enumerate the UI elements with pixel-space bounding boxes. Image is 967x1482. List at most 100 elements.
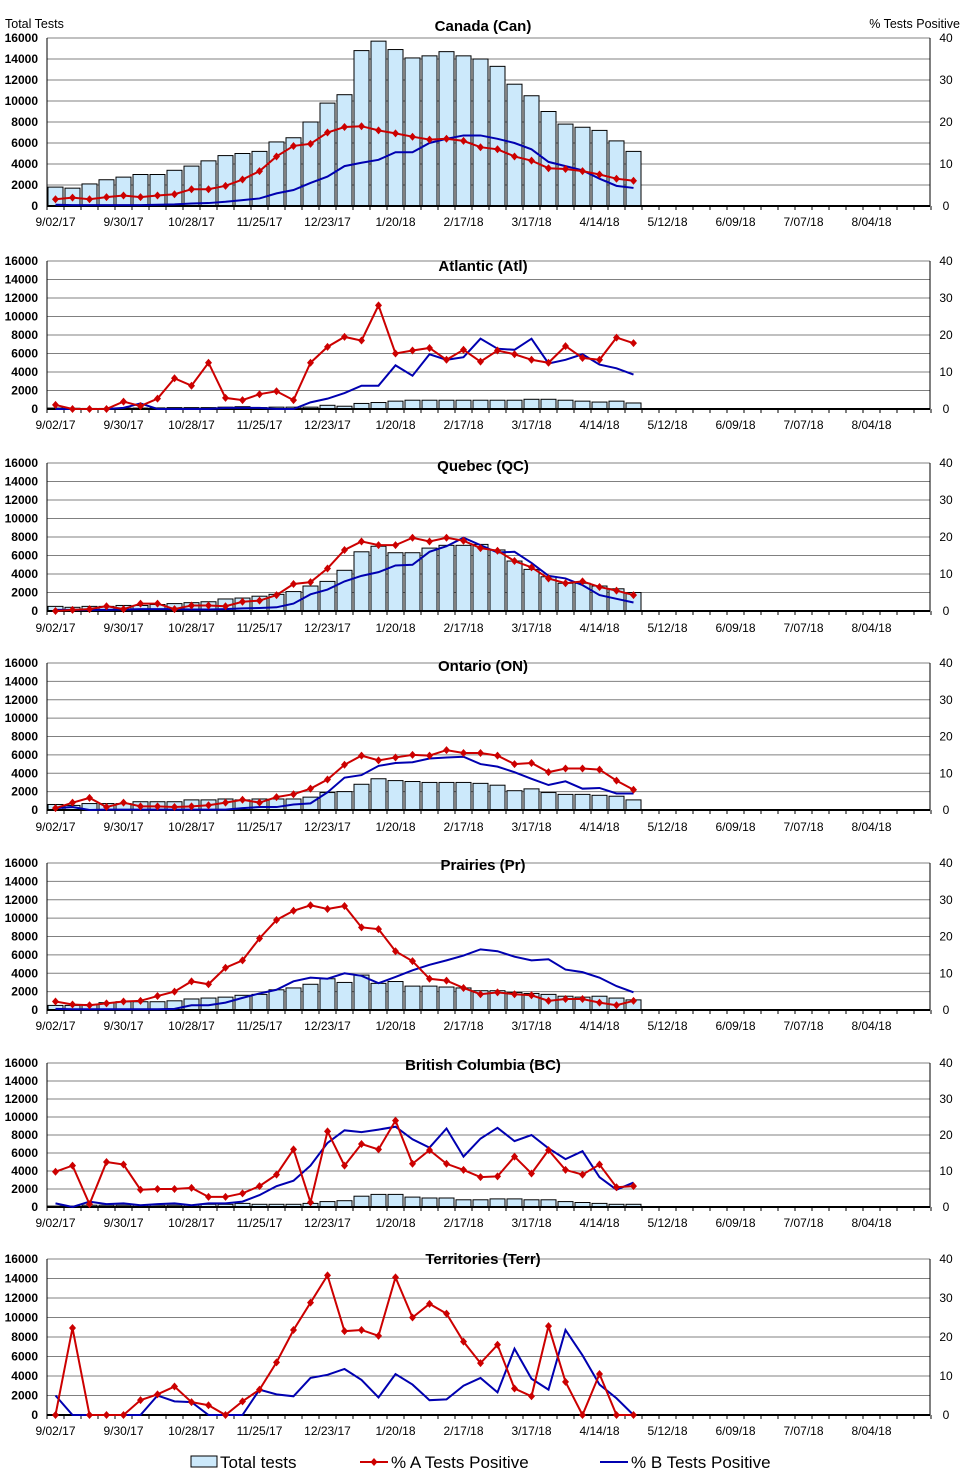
series-a-marker	[86, 605, 93, 614]
x-tick-label: 10/28/17	[168, 215, 215, 229]
legend-a-label: % A Tests Positive	[391, 1453, 529, 1472]
series-a-marker	[341, 545, 348, 554]
series-a-marker	[273, 387, 280, 396]
series-a-marker	[239, 956, 246, 965]
y-left-tick-label: 10000	[5, 1311, 39, 1325]
y-left-tick-label: 10000	[5, 911, 39, 925]
x-tick-label: 12/23/17	[304, 418, 351, 432]
series-a-marker	[630, 176, 637, 185]
series-a-marker	[375, 541, 382, 550]
bar-total-tests	[421, 547, 438, 612]
series-a-marker	[426, 1299, 433, 1308]
bar-total-tests	[472, 58, 489, 207]
series-a-marker	[290, 579, 297, 588]
x-tick-label: 9/30/17	[103, 1019, 143, 1033]
y-left-tick-label: 10000	[5, 512, 39, 526]
y-right-tick-label: 10	[939, 1164, 953, 1178]
series-a-marker	[188, 802, 195, 811]
bar-total-tests	[387, 981, 404, 1011]
series-a-marker	[613, 776, 620, 785]
y-right-tick-label: 0	[943, 803, 950, 817]
series-a-marker	[205, 980, 212, 989]
bar-total-tests	[387, 780, 404, 811]
series-a-marker	[511, 152, 518, 161]
y-right-tick-label: 20	[939, 530, 953, 544]
y-left-tick-label: 16000	[5, 31, 39, 45]
x-tick-label: 3/17/18	[511, 1216, 551, 1230]
bar-total-tests	[319, 978, 336, 1011]
series-a-marker	[562, 165, 569, 174]
series-a-marker	[273, 152, 280, 161]
series-a-marker	[528, 563, 535, 572]
bar-total-tests	[540, 792, 557, 811]
series-a-marker	[630, 785, 637, 794]
series-a-marker	[188, 601, 195, 610]
series-a-marker	[392, 541, 399, 550]
bar-total-tests	[625, 799, 642, 811]
series-a-marker	[358, 122, 365, 131]
x-tick-label: 1/20/18	[375, 820, 415, 834]
right-axis-label: % Tests Positive	[869, 17, 960, 31]
y-left-tick-label: 8000	[11, 930, 38, 944]
bar-total-tests	[421, 985, 438, 1011]
series-a-marker	[375, 301, 382, 310]
series-a-marker	[86, 1200, 93, 1209]
x-tick-label: 6/09/18	[715, 1216, 755, 1230]
bar-total-tests	[421, 781, 438, 811]
bar-total-tests	[421, 1197, 438, 1208]
series-a-marker	[579, 1170, 586, 1179]
bar-total-tests	[523, 788, 540, 811]
bar-total-tests	[523, 1199, 540, 1208]
y-left-tick-label: 12000	[5, 493, 39, 507]
series-a-marker	[137, 1396, 144, 1405]
series-a-marker	[528, 758, 535, 767]
series-a-marker	[239, 597, 246, 606]
series-a-marker	[409, 346, 416, 355]
y-right-tick-label: 40	[939, 1056, 953, 1070]
x-tick-label: 1/20/18	[375, 418, 415, 432]
x-tick-label: 7/07/18	[783, 820, 823, 834]
bar-total-tests	[489, 65, 506, 207]
series-a-marker	[103, 1158, 110, 1166]
series-a-marker	[477, 357, 484, 366]
x-tick-label: 8/04/18	[851, 1216, 891, 1230]
x-tick-label: 6/09/18	[715, 1424, 755, 1438]
x-tick-label: 2/17/18	[443, 1216, 483, 1230]
series-a-marker	[409, 750, 416, 759]
y-left-tick-label: 2000	[11, 384, 38, 398]
series-a-marker	[494, 546, 501, 555]
y-left-tick-label: 12000	[5, 73, 39, 87]
bar-total-tests	[302, 983, 319, 1011]
y-right-tick-label: 40	[939, 254, 953, 268]
series-a-marker	[341, 1327, 348, 1336]
series-a-marker	[477, 544, 484, 553]
series-a-marker	[426, 537, 433, 546]
series-a-marker	[69, 405, 76, 413]
y-right-tick-label: 0	[943, 1200, 950, 1214]
panel-2: 0 2000 4000 6000 8000 10000 12000 14000 16000 0 10…	[5, 456, 953, 635]
series-a-marker	[511, 557, 518, 566]
bar-total-tests	[132, 174, 149, 207]
series-a-marker	[307, 578, 314, 587]
bar-total-tests	[387, 552, 404, 612]
series-a-marker	[307, 901, 314, 910]
series-a-marker	[103, 405, 110, 413]
series-a-marker	[375, 756, 382, 765]
series-a-marker	[120, 605, 127, 614]
y-right-tick-label: 30	[939, 1092, 953, 1106]
y-right-tick-label: 10	[939, 1369, 953, 1383]
bar-total-tests	[455, 399, 472, 410]
legend-total-swatch	[190, 1455, 218, 1468]
series-a-marker	[579, 353, 586, 362]
x-tick-label: 10/28/17	[168, 1019, 215, 1033]
bar-total-tests	[387, 400, 404, 410]
y-left-tick-label: 8000	[11, 1330, 38, 1344]
series-a-marker	[341, 901, 348, 910]
x-tick-label: 11/25/17	[237, 820, 283, 834]
y-right-tick-label: 10	[939, 157, 953, 171]
bar-total-tests	[421, 399, 438, 410]
series-a-marker	[596, 582, 603, 591]
series-a-marker	[188, 185, 195, 194]
series-a-marker	[307, 1198, 314, 1207]
series-a-marker	[613, 586, 620, 595]
